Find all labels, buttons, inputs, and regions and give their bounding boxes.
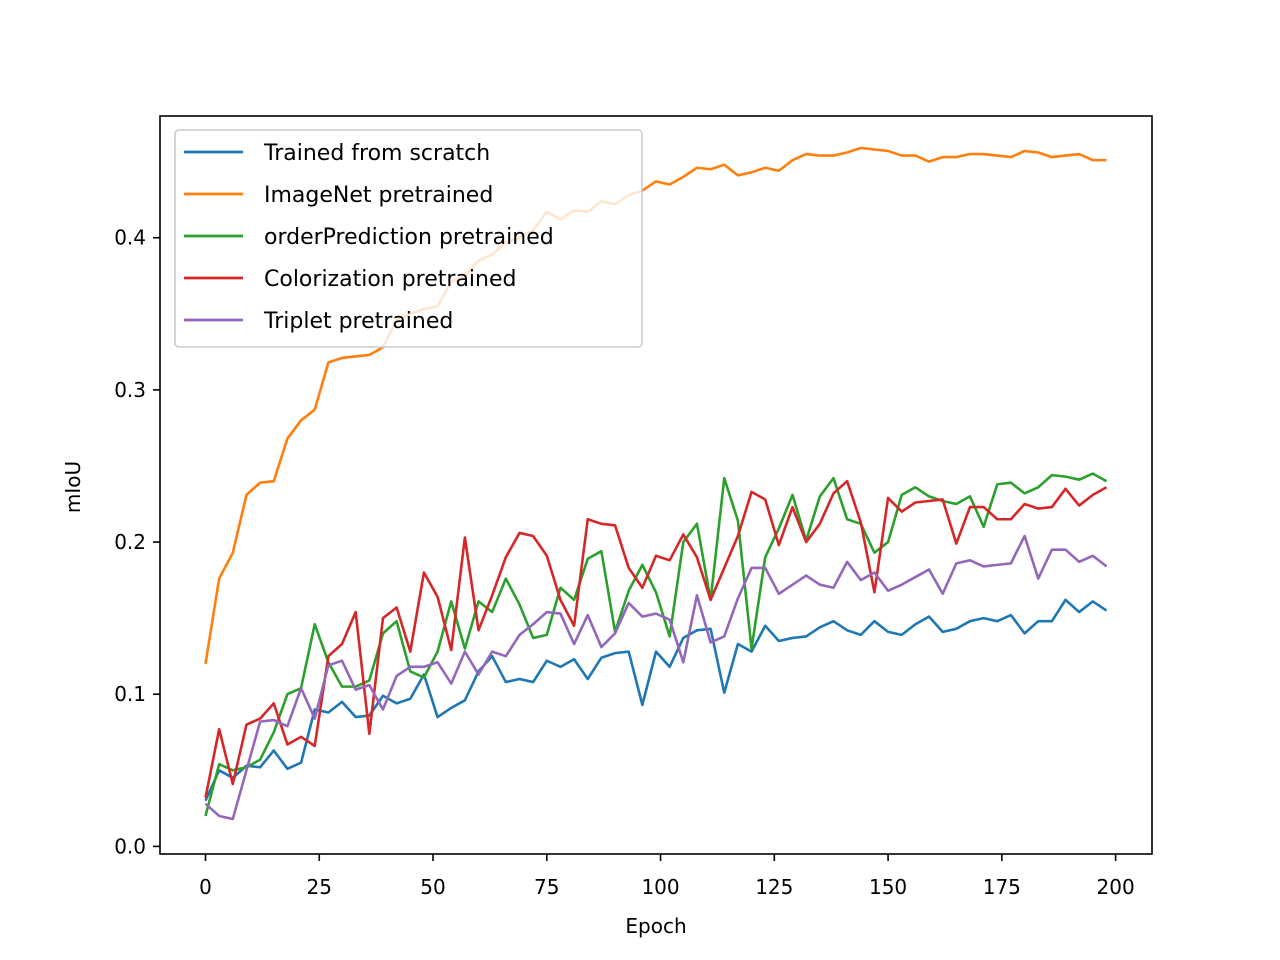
y-tick-label: 0.2 — [114, 530, 146, 554]
x-tick-label: 125 — [755, 875, 793, 899]
x-axis-title: Epoch — [625, 914, 686, 938]
x-tick-label: 50 — [420, 875, 445, 899]
y-tick-label: 0.3 — [114, 378, 146, 402]
x-tick-label: 175 — [983, 875, 1021, 899]
y-tick-label: 0.4 — [114, 226, 146, 250]
y-axis-title: mIoU — [61, 461, 85, 513]
legend-label-trained-from-scratch: Trained from scratch — [263, 141, 490, 166]
y-tick-label: 0.0 — [114, 834, 146, 858]
x-tick-label: 100 — [641, 875, 679, 899]
legend-label-imagenet-pretrained: ImageNet pretrained — [264, 183, 493, 208]
series-line-trained-from-scratch — [204, 598, 1108, 802]
series-line-triplet-pretrained — [204, 534, 1108, 821]
legend-label-triplet-pretrained: Triplet pretrained — [263, 309, 453, 334]
series-line-imagenet-pretrained — [204, 146, 1107, 664]
x-tick-label: 200 — [1097, 875, 1135, 899]
x-tick-label: 150 — [869, 875, 907, 899]
x-axis: 0 25 50 75 100 125 150 175 200 — [199, 854, 1135, 899]
y-axis: 0.0 0.1 0.2 0.3 0.4 — [114, 226, 160, 858]
legend-label-orderprediction-pretrained: orderPrediction pretrained — [264, 225, 554, 250]
series-line-colorization-pretrained — [204, 479, 1108, 798]
x-tick-label: 75 — [534, 875, 559, 899]
plot-frame — [159, 115, 1153, 855]
legend-box — [174, 129, 643, 348]
plot-lines — [204, 146, 1108, 821]
legend-label-colorization-pretrained: Colorization pretrained — [264, 267, 516, 292]
x-tick-label: 0 — [199, 875, 212, 899]
x-tick-label: 25 — [307, 875, 332, 899]
legend: Trained from scratch ImageNet pretrained o… — [174, 129, 643, 348]
y-tick-label: 0.1 — [114, 682, 146, 706]
